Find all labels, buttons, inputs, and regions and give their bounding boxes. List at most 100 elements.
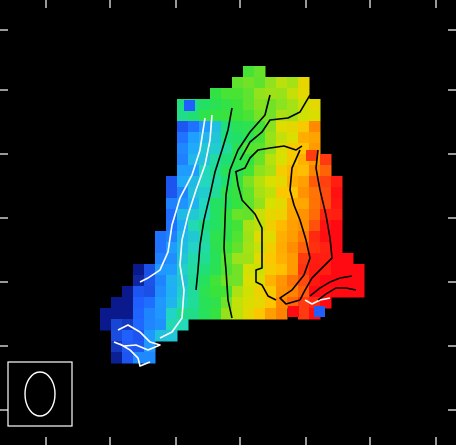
map-pixel bbox=[111, 319, 123, 331]
map-pixel bbox=[221, 165, 233, 177]
map-pixel bbox=[221, 132, 233, 144]
map-pixel bbox=[199, 242, 211, 254]
map-pixel bbox=[188, 275, 200, 287]
map-pixel bbox=[199, 121, 211, 133]
map-pixel bbox=[353, 275, 365, 287]
map-pixel bbox=[177, 286, 189, 298]
map-pixel bbox=[210, 242, 222, 254]
map-pixel bbox=[331, 220, 343, 232]
map-pixel bbox=[331, 176, 343, 188]
map-pixel bbox=[177, 132, 189, 144]
map-pixel bbox=[100, 308, 112, 320]
map-pixel bbox=[298, 242, 310, 254]
map-pixel bbox=[210, 253, 222, 265]
map-pixel bbox=[276, 99, 288, 111]
map-pixel bbox=[133, 330, 145, 342]
map-pixel bbox=[298, 220, 310, 232]
map-pixel bbox=[287, 176, 299, 188]
map-pixel bbox=[331, 275, 343, 287]
contour-black-6 bbox=[279, 149, 311, 305]
map-pixel bbox=[210, 99, 222, 111]
map-pixel bbox=[221, 121, 233, 133]
beam-frame bbox=[7, 361, 73, 427]
contour-black-9 bbox=[317, 287, 357, 301]
map-pixel bbox=[287, 187, 299, 199]
map-pixel bbox=[166, 242, 178, 254]
map-pixel bbox=[265, 88, 277, 100]
map-pixel bbox=[155, 297, 167, 309]
map-pixel bbox=[309, 121, 321, 133]
map-pixel bbox=[298, 264, 310, 276]
map-pixel bbox=[243, 242, 255, 254]
map-pixel bbox=[276, 77, 288, 89]
map-pixel bbox=[188, 209, 200, 221]
map-pixel bbox=[166, 286, 178, 298]
map-pixel bbox=[342, 264, 354, 276]
map-pixel bbox=[243, 275, 255, 287]
map-pixel bbox=[243, 99, 255, 111]
map-pixel bbox=[309, 220, 321, 232]
map-pixel bbox=[221, 297, 233, 309]
contour-white-4 bbox=[119, 343, 151, 367]
map-pixel bbox=[320, 165, 332, 177]
map-pixel bbox=[320, 198, 332, 210]
map-pixel bbox=[232, 253, 244, 265]
map-pixel bbox=[166, 319, 178, 331]
map-pixel bbox=[306, 150, 317, 161]
map-pixel bbox=[199, 264, 211, 276]
map-pixel bbox=[188, 154, 200, 166]
map-pixel bbox=[298, 132, 310, 144]
map-pixel bbox=[133, 319, 145, 331]
map-pixel bbox=[254, 143, 266, 155]
map-pixel bbox=[254, 264, 266, 276]
map-pixel bbox=[210, 264, 222, 276]
map-pixel bbox=[298, 121, 310, 133]
map-pixel bbox=[221, 176, 233, 188]
map-pixel bbox=[298, 275, 310, 287]
map-pixel bbox=[309, 187, 321, 199]
map-pixel bbox=[287, 231, 299, 243]
map-pixel bbox=[276, 187, 288, 199]
map-pixel bbox=[298, 297, 310, 309]
map-pixel bbox=[166, 209, 178, 221]
map-pixel bbox=[287, 253, 299, 265]
map-pixel bbox=[309, 209, 321, 221]
map-pixel bbox=[298, 253, 310, 265]
beam-box bbox=[7, 361, 73, 427]
map-pixel bbox=[276, 88, 288, 100]
map-pixel bbox=[342, 253, 354, 265]
map-pixel bbox=[166, 308, 178, 320]
map-pixel bbox=[287, 132, 299, 144]
map-pixel bbox=[155, 319, 167, 331]
map-pixel bbox=[309, 231, 321, 243]
map-pixel bbox=[265, 220, 277, 232]
map-pixel bbox=[210, 143, 222, 155]
beam-ellipse bbox=[24, 371, 56, 417]
map-pixel bbox=[199, 253, 211, 265]
map-pixel bbox=[331, 187, 343, 199]
map-pixel bbox=[353, 264, 365, 276]
map-pixel bbox=[199, 198, 211, 210]
map-pixel bbox=[276, 176, 288, 188]
map-pixel bbox=[298, 110, 310, 122]
map-pixel bbox=[287, 220, 299, 232]
map-pixel bbox=[210, 209, 222, 221]
map-pixel bbox=[309, 242, 321, 254]
map-pixel bbox=[309, 143, 321, 155]
map-pixel bbox=[276, 209, 288, 221]
map-pixel bbox=[221, 110, 233, 122]
map-pixel bbox=[320, 220, 332, 232]
map-pixel bbox=[166, 187, 178, 199]
map-pixel bbox=[309, 176, 321, 188]
map-pixel bbox=[276, 154, 288, 166]
map-pixel bbox=[265, 286, 277, 298]
map-pixel bbox=[166, 297, 178, 309]
map-pixel bbox=[155, 242, 167, 254]
map-pixel bbox=[155, 253, 167, 265]
map-pixel bbox=[199, 286, 211, 298]
map-pixel bbox=[254, 77, 266, 89]
map-pixel bbox=[276, 264, 288, 276]
map-pixel bbox=[254, 242, 266, 254]
